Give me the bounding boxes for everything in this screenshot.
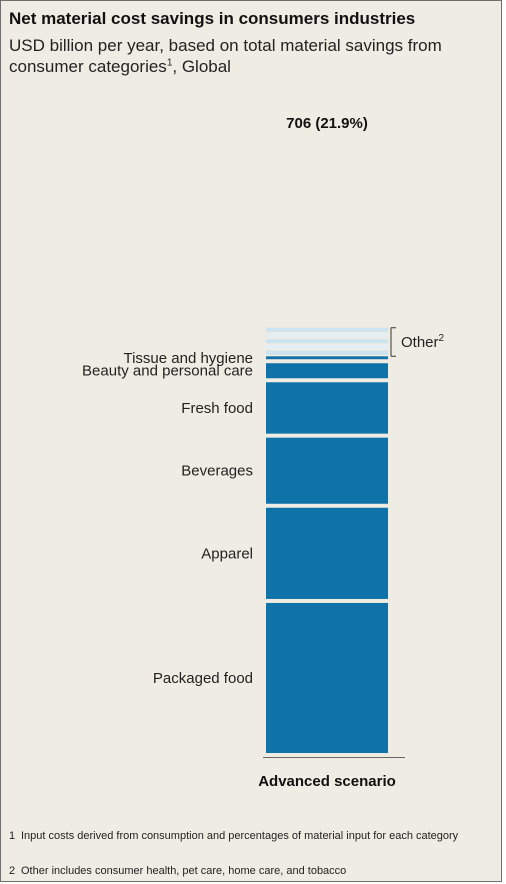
bar-segment-other-stripe bbox=[266, 339, 388, 344]
bar-segment-fresh-food bbox=[266, 382, 388, 434]
bar-segment-packaged-food bbox=[266, 602, 388, 753]
label-beauty-and-personal-care: Beauty and personal care bbox=[82, 363, 253, 380]
subtitle-footnote-ref: 1 bbox=[166, 57, 173, 69]
footnote-2-number: 2 bbox=[9, 865, 16, 877]
bar-segment-beverages bbox=[266, 437, 388, 504]
other-bracket bbox=[390, 327, 396, 357]
label-packaged-food: Packaged food bbox=[153, 670, 253, 687]
category-label-advanced-scenario: Advanced scenario bbox=[258, 773, 396, 790]
label-tissue-and-hygiene: Tissue and hygiene bbox=[123, 350, 253, 367]
total-label: 706 (21.9%) bbox=[286, 115, 368, 132]
footnote-2-text: Other includes consumer health, pet care… bbox=[21, 865, 347, 877]
footnote-1: 1 Input costs derived from consumption an… bbox=[9, 829, 491, 843]
bar-segment-apparel bbox=[266, 507, 388, 599]
footnote-1-text: Input costs derived from consumption and… bbox=[21, 830, 459, 842]
label-beverages: Beverages bbox=[181, 463, 253, 480]
label-fresh-food: Fresh food bbox=[181, 400, 253, 417]
stacked-bar-chart: Packaged food Apparel Beverages Fresh food B… bbox=[82, 115, 445, 790]
footnote-1-number: 1 bbox=[9, 830, 16, 842]
bar-segment-other-stripe bbox=[266, 350, 388, 355]
bar-segment-other-stripe bbox=[266, 327, 388, 332]
subtitle-scope: , Global bbox=[172, 57, 231, 76]
subtitle-text: USD billion per year, based on total mat… bbox=[9, 36, 442, 76]
bar-segment-other-stripe bbox=[266, 333, 388, 338]
label-other: Other2 bbox=[401, 333, 445, 351]
bar-segment-tissue-and-hygiene bbox=[266, 356, 388, 360]
bar-segment-beauty-and-personal-care bbox=[266, 363, 388, 379]
chart-subtitle: USD billion per year, based on total mat… bbox=[9, 35, 499, 77]
label-apparel: Apparel bbox=[201, 545, 253, 562]
label-other-footnote-ref: 2 bbox=[439, 333, 445, 344]
bar-segment-other-stripe bbox=[266, 344, 388, 350]
chart-title: Net material cost savings in consumers i… bbox=[9, 9, 416, 28]
footnote-2: 2 Other includes consumer health, pet car… bbox=[9, 864, 491, 878]
